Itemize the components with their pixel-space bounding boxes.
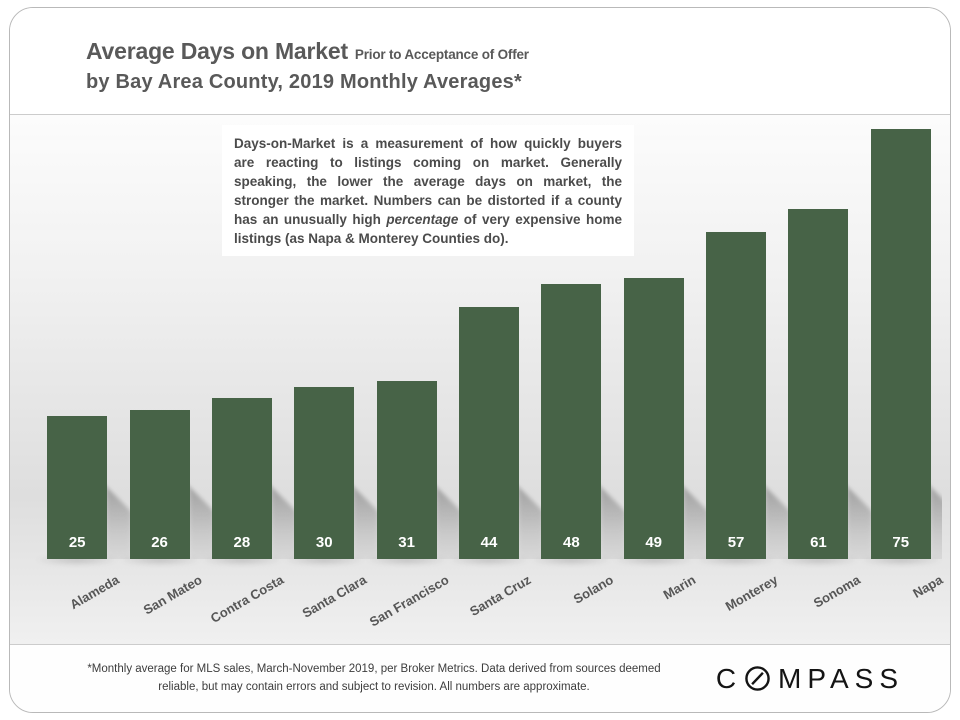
bar: 44 — [458, 306, 519, 559]
bar-column: 75 — [860, 129, 942, 559]
x-axis-labels: Alameda San Mateo Contra Costa Santa Clara S… — [35, 554, 946, 644]
description-text-part2: of very expensive home listings (as Napa… — [234, 212, 622, 246]
x-axis-label: Sonoma — [811, 572, 864, 611]
x-axis-cell: San Francisco — [364, 554, 451, 644]
x-axis-cell: Sonoma — [776, 554, 863, 644]
bar: 30 — [294, 387, 355, 559]
x-axis-cell: Monterey — [694, 554, 781, 644]
bar-value-label: 61 — [810, 534, 827, 551]
bar-value-label: 31 — [398, 534, 415, 551]
x-axis-cell: Solano — [529, 554, 616, 644]
description-text: Days-on-Market is a measurement of how q… — [234, 134, 622, 248]
x-axis-cell: Santa Clara — [282, 554, 369, 644]
bar: 49 — [623, 278, 684, 559]
x-axis-cell: Alameda — [35, 554, 122, 644]
bar-column: 25 — [36, 129, 133, 559]
bar-value-label: 30 — [315, 534, 333, 551]
bar-column: 26 — [118, 129, 215, 559]
x-axis-label: San Mateo — [140, 572, 205, 618]
x-axis-label: Napa — [910, 572, 946, 601]
bar-column: 57 — [695, 129, 792, 559]
bar: 25 — [47, 415, 108, 559]
logo-letter-c: C — [715, 662, 743, 694]
bar-column: 31 — [365, 129, 462, 559]
logo-letters-mpass: MPASS — [778, 662, 904, 694]
description-box: Days-on-Market is a measurement of how q… — [222, 125, 634, 256]
bar-value-label: 25 — [68, 534, 86, 551]
footer-divider — [10, 644, 950, 645]
bar: 31 — [376, 381, 437, 559]
bar: 48 — [541, 283, 602, 559]
x-axis-label: Contra Costa — [208, 572, 287, 626]
bar-column: 30 — [283, 129, 380, 559]
x-axis-cell: Marin — [611, 554, 698, 644]
plot-area: 25 26 28 30 31 44 48 49 57 61 75 — [36, 129, 942, 559]
x-axis-label: Solano — [570, 572, 617, 607]
compass-logo: C MPASS — [716, 663, 904, 695]
bar-value-label: 48 — [562, 534, 580, 551]
bar-column: 48 — [530, 129, 627, 559]
bar-column: 44 — [448, 129, 544, 559]
bar-value-label: 75 — [892, 534, 910, 551]
bar-column: 28 — [201, 129, 297, 559]
bar: 26 — [129, 409, 190, 559]
x-axis-label: Marin — [660, 572, 699, 603]
chart-area: Days-on-Market is a measurement of how q… — [10, 115, 950, 644]
compass-o-icon — [745, 666, 770, 691]
x-axis-cell: San Mateo — [117, 554, 204, 644]
page-subtitle: by Bay Area County, 2019 Monthly Average… — [86, 70, 522, 93]
bar-column: 61 — [777, 129, 874, 559]
bar: 57 — [706, 232, 767, 559]
bar-value-label: 28 — [233, 534, 251, 551]
page-header: Average Days on Market Prior to Acceptanc… — [10, 8, 950, 114]
x-axis-label: Alameda — [67, 572, 122, 613]
x-axis-cell: Santa Cruz — [446, 554, 534, 644]
page-title-suffix: Prior to Acceptance of Offer — [354, 47, 529, 62]
bar-column: 49 — [613, 129, 709, 559]
page-title-main: Average Days on Market — [86, 38, 348, 64]
x-axis-label: San Francisco — [366, 572, 452, 630]
description-italic-word: percentage — [386, 212, 459, 227]
bar-value-label: 26 — [151, 534, 168, 551]
bar-value-label: 44 — [480, 534, 498, 551]
bar: 75 — [870, 129, 931, 559]
x-axis-label: Santa Clara — [299, 572, 369, 621]
description-text-part1: Days-on-Market is a measurement of how q… — [234, 136, 622, 227]
page-footer: *Monthly average for MLS sales, March-No… — [10, 645, 950, 712]
bar: 61 — [788, 209, 849, 559]
bar-value-label: 49 — [645, 534, 663, 551]
footnote: *Monthly average for MLS sales, March-No… — [87, 662, 661, 693]
slide: Average Days on Market Prior to Acceptanc… — [9, 7, 951, 713]
x-axis-cell: Contra Costa — [199, 554, 287, 644]
page-title: Average Days on Market Prior to Acceptanc… — [86, 38, 930, 66]
x-axis-label: Monterey — [723, 572, 781, 614]
bar-value-label: 57 — [727, 534, 745, 551]
header-divider — [10, 114, 950, 115]
x-axis-label: Santa Cruz — [467, 572, 534, 619]
bar: 28 — [211, 398, 272, 559]
x-axis-cell: Napa — [858, 554, 946, 644]
